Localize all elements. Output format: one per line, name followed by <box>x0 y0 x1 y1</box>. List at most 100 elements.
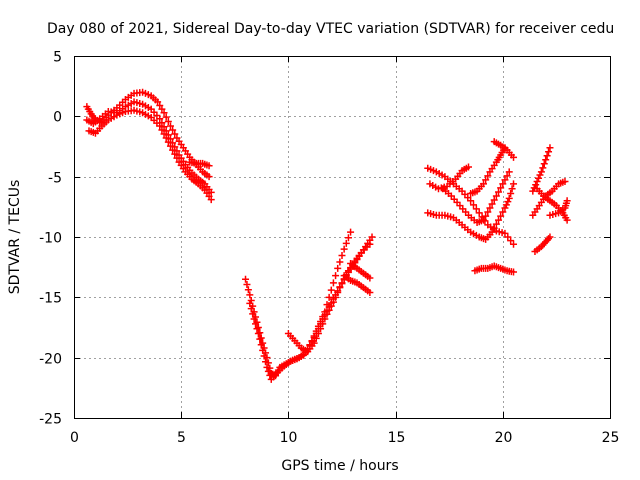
data-point-marker <box>164 138 172 146</box>
data-point-marker <box>508 185 516 193</box>
data-point-marker <box>501 176 509 184</box>
data-point-marker <box>464 163 472 171</box>
data-point-marker <box>492 220 500 228</box>
data-point-marker <box>166 122 174 130</box>
data-point-marker <box>497 184 505 192</box>
x-tick-label: 0 <box>70 430 79 446</box>
data-series <box>490 138 518 161</box>
data-point-marker <box>495 188 503 196</box>
data-point-marker <box>472 205 480 213</box>
data-point-marker <box>154 98 162 106</box>
x-axis-label: GPS time / hours <box>281 458 398 474</box>
y-axis-label: SDTVAR / TECUs <box>7 180 23 295</box>
data-point-marker <box>340 245 348 253</box>
x-tick-label: 25 <box>602 430 620 446</box>
data-point-marker <box>490 196 498 204</box>
y-tick-label: -15 <box>39 291 62 307</box>
data-point-marker <box>536 171 544 179</box>
chart-title: Day 080 of 2021, Sidereal Day-to-day VTE… <box>47 21 614 37</box>
data-point-marker <box>505 168 513 176</box>
data-points <box>83 88 571 383</box>
data-point-marker <box>537 168 545 176</box>
grid-lines <box>74 56 610 418</box>
data-point-marker <box>532 181 540 189</box>
data-point-marker <box>546 144 554 152</box>
data-point-marker <box>504 198 512 206</box>
data-point-marker <box>507 190 515 198</box>
data-point-marker <box>561 177 569 185</box>
y-tick-label: -25 <box>39 412 62 428</box>
data-point-marker <box>243 280 251 288</box>
data-point-marker <box>495 216 503 224</box>
data-point-marker <box>482 176 490 184</box>
data-point-marker <box>501 229 509 237</box>
data-point-marker <box>156 101 164 109</box>
data-point-marker <box>166 142 174 150</box>
data-point-marker <box>325 293 333 301</box>
data-point-marker <box>249 310 257 318</box>
axis-ticks: 0 5 10 15 20 25 -25 -20 -15 -10 -5 0 5 <box>39 50 619 447</box>
data-point-marker <box>254 330 262 338</box>
data-point-marker <box>207 188 215 196</box>
data-point-marker <box>317 325 325 333</box>
data-point-marker <box>207 196 215 204</box>
data-point-marker <box>504 233 512 241</box>
data-point-marker <box>162 113 170 121</box>
data-point-marker <box>366 274 374 282</box>
data-point-marker <box>314 330 322 338</box>
data-point-marker <box>486 204 494 212</box>
data-point-marker <box>507 237 515 245</box>
data-point-marker <box>545 148 553 156</box>
data-point-marker <box>484 172 492 180</box>
data-series <box>85 106 215 204</box>
data-point-marker <box>488 200 496 208</box>
data-point-marker <box>164 118 172 126</box>
data-point-marker <box>253 325 261 333</box>
data-point-marker <box>246 299 254 307</box>
data-point-marker <box>256 335 264 343</box>
data-point-marker <box>539 164 547 172</box>
data-point-marker <box>342 239 350 247</box>
data-point-marker <box>205 162 213 170</box>
data-point-marker <box>469 201 477 209</box>
data-point-marker <box>327 302 335 310</box>
data-point-marker <box>252 320 260 328</box>
data-point-marker <box>169 126 177 134</box>
data-point-marker <box>510 240 518 248</box>
data-series <box>531 233 554 255</box>
data-series <box>439 168 513 227</box>
y-tick-label: 5 <box>53 50 62 66</box>
data-point-marker <box>260 352 268 360</box>
data-point-marker <box>259 346 267 354</box>
data-point-marker <box>563 216 571 224</box>
data-series <box>426 163 472 193</box>
data-point-marker <box>262 358 270 366</box>
data-point-marker <box>503 172 511 180</box>
data-point-marker <box>329 279 337 287</box>
data-point-marker <box>158 105 166 113</box>
data-point-marker <box>533 177 541 185</box>
data-point-marker <box>467 197 475 205</box>
data-point-marker <box>347 228 355 236</box>
data-series <box>529 144 554 195</box>
data-point-marker <box>160 109 168 117</box>
data-point-marker <box>321 315 329 323</box>
data-point-marker <box>368 233 376 241</box>
data-point-marker <box>329 298 337 306</box>
data-point-marker <box>256 329 264 337</box>
data-point-marker <box>327 286 335 294</box>
data-series <box>546 197 571 219</box>
data-series <box>340 272 374 297</box>
data-point-marker <box>332 293 340 301</box>
data-point-marker <box>323 310 331 318</box>
data-point-marker <box>338 280 346 288</box>
data-point-marker <box>160 130 168 138</box>
data-point-marker <box>162 134 170 142</box>
data-point-marker <box>542 156 550 164</box>
data-point-marker <box>158 126 166 134</box>
data-point-marker <box>480 180 488 188</box>
data-point-marker <box>334 264 342 272</box>
data-point-marker <box>499 180 507 188</box>
